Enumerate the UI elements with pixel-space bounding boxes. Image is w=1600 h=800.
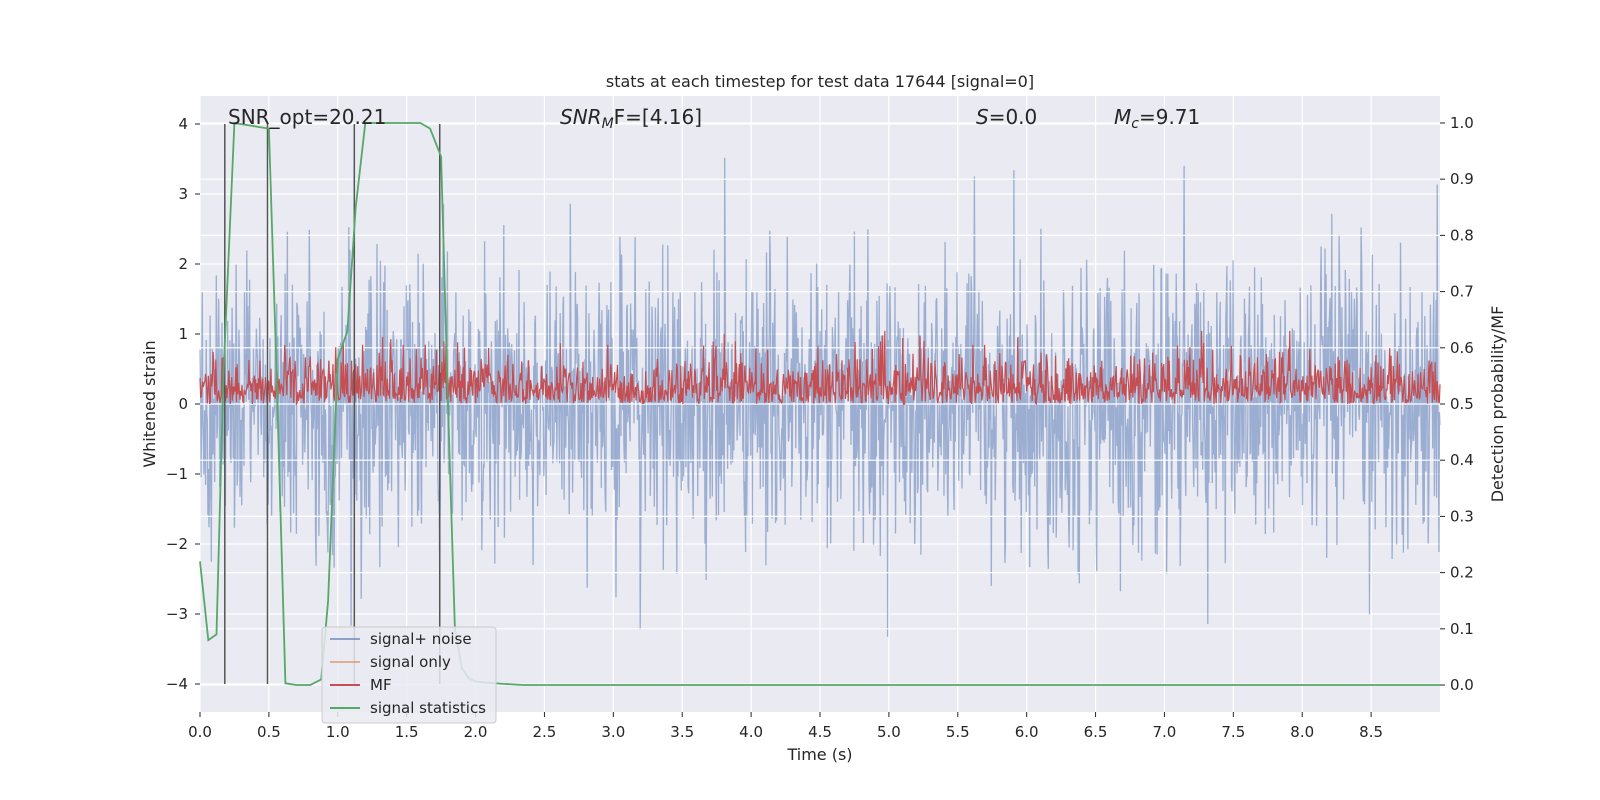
annotation-mc: Mc=9.71 [1114,105,1200,132]
snr-mf-subscript: M [602,116,614,132]
x-tick-label: 2.5 [533,723,557,741]
series-line-mf [199,330,1441,406]
annotation-snr-opt: SNR_opt=20.21 [228,105,386,129]
y-tick-label: −3 [166,605,188,623]
x-tick-label: 3.5 [670,723,694,741]
x-axis-ticks: 0.0 0.5 1.0 1.5 2.0 2.5 3.0 3.5 4.0 4.5 5.0 5.5 6.0 6… [188,712,1383,741]
legend-label-signal-noise: signal+ noise [370,630,472,648]
mc-subscript: c [1131,116,1139,132]
y-right-tick-label: 0.4 [1450,451,1474,469]
mc-value: =9.71 [1139,105,1200,129]
y-axis-ticks: −4 −3 −2 −1 0 1 2 3 4 [166,115,200,693]
x-tick-label: 3.0 [601,723,625,741]
x-tick-label: 4.0 [739,723,763,741]
x-tick-label: 6.5 [1084,723,1108,741]
annotation-s: S=0.0 [976,105,1037,129]
series-line-signal-noise [199,157,1441,637]
snr-mf-prefix: SNR [560,105,602,129]
x-tick-label: 6.0 [1015,723,1039,741]
x-tick-label: 8.5 [1359,723,1383,741]
y-right-tick-label: 0.3 [1450,507,1474,525]
y-tick-label: 1 [178,325,188,343]
x-tick-label: 0.0 [188,723,212,741]
x-tick-label: 7.5 [1221,723,1245,741]
y-right-axis-ticks: 0.0 0.1 0.2 0.3 0.4 0.5 0.6 0.7 0.8 0.9 1.0 [1440,114,1474,694]
y-tick-label: −2 [166,535,188,553]
x-tick-label: 4.5 [808,723,832,741]
y-right-tick-label: 0.2 [1450,564,1474,582]
x-tick-label: 8.0 [1290,723,1314,741]
x-tick-label: 1.0 [326,723,350,741]
s-value: =0.0 [989,105,1038,129]
y-tick-label: 4 [178,115,188,133]
y-tick-label: 0 [178,395,188,413]
y-right-tick-label: 0.5 [1450,395,1474,413]
legend-label-mf: MF [370,676,392,694]
y-right-tick-label: 0.0 [1450,676,1474,694]
legend-label-signal-only: signal only [370,653,451,671]
y-right-tick-label: 0.8 [1450,226,1474,244]
annotation-snr-mf: SNRMF=[4.16] [560,105,702,132]
y-tick-label: −1 [166,465,188,483]
legend: signal+ noise signal only MF signal stat… [321,626,497,724]
y-right-tick-label: 0.9 [1450,170,1474,188]
x-tick-label: 5.5 [946,723,970,741]
y-right-tick-label: 0.7 [1450,283,1474,301]
x-tick-label: 5.0 [877,723,901,741]
y-tick-label: −4 [166,675,188,693]
x-tick-label: 7.0 [1153,723,1177,741]
x-axis-label: Time (s) [786,745,852,764]
mc-label: M [1114,105,1131,129]
y-tick-label: 3 [178,185,188,203]
legend-box [321,626,497,724]
series-mf [199,330,1441,406]
x-tick-label: 2.0 [464,723,488,741]
y-right-tick-label: 0.6 [1450,339,1474,357]
y-tick-label: 2 [178,255,188,273]
chart-title: stats at each timestep for test data 176… [606,72,1034,91]
x-tick-label: 1.5 [395,723,419,741]
y-right-axis-label: Detection probability/MF [1488,306,1507,503]
snr-mf-value: F=[4.16] [614,105,702,129]
y-right-tick-label: 0.1 [1450,620,1474,638]
x-tick-label: 0.5 [257,723,281,741]
s-label: S [976,105,989,129]
legend-label-signal-statistics: signal statistics [370,699,486,717]
series-signal-noise [199,157,1441,637]
y-right-tick-label: 1.0 [1450,114,1474,132]
y-axis-label: Whitened strain [140,340,159,467]
